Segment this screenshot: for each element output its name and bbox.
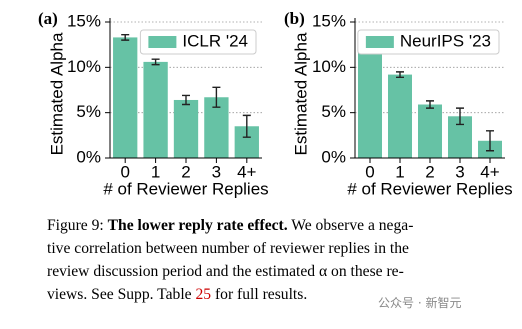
x-tick-label: 2: [425, 162, 434, 181]
y-tick-label: 15%: [312, 11, 346, 30]
caption-line: Figure 9: The lower reply rate effect. W…: [47, 214, 517, 237]
bar: [113, 37, 138, 159]
caption-line: review discussion period and the estimat…: [47, 263, 404, 280]
x-tick-label: 1: [151, 162, 160, 181]
x-tick-label: 4+: [480, 162, 499, 181]
table-ref[interactable]: 25: [195, 286, 212, 303]
caption: Figure 9: The lower reply rate effect. W…: [47, 214, 517, 306]
bar: [418, 104, 442, 158]
y-tick-label: 10%: [67, 57, 101, 76]
panel-label: (b): [284, 9, 305, 28]
bar: [173, 99, 199, 158]
error-bar: [121, 33, 130, 41]
caption-line: views. See Supp. Table 25 for full resul…: [47, 283, 517, 306]
error-bar: [396, 71, 404, 79]
y-tick-label: 5%: [321, 102, 346, 121]
error-bar: [242, 114, 251, 138]
legend-label: ICLR '24: [182, 31, 248, 50]
legend-label: NeurIPS '23: [400, 31, 491, 50]
x-axis-label: # of Reviewer Replies: [347, 179, 512, 198]
watermark: 公众号 · 新智元: [378, 296, 462, 310]
panel-label: (a): [38, 9, 58, 28]
legend-swatch: [365, 36, 394, 48]
bar: [143, 61, 168, 158]
caption-title: The lower reply rate effect.: [107, 217, 288, 234]
x-tick-label: 2: [181, 162, 190, 181]
y-axis-label: Estimated Alpha: [291, 32, 310, 155]
x-tick-label: 4+: [237, 162, 256, 181]
error-bar: [456, 107, 464, 126]
figure: (a)Estimated Alpha# of Reviewer Replies0…: [38, 9, 513, 199]
y-tick-label: 0%: [76, 147, 101, 166]
x-tick-label: 0: [120, 162, 129, 181]
x-tick-label: 3: [455, 162, 464, 181]
y-tick-label: 15%: [67, 11, 101, 30]
y-tick-label: 0%: [321, 147, 346, 166]
bar: [388, 74, 412, 158]
bar: [358, 41, 382, 158]
error-bar: [212, 86, 221, 108]
legend-swatch: [148, 36, 177, 48]
error-bar: [151, 58, 160, 66]
y-axis-label: Estimated Alpha: [47, 32, 66, 155]
x-tick-label: 0: [365, 162, 374, 181]
error-bar: [426, 100, 434, 109]
y-tick-label: 5%: [76, 102, 101, 121]
x-axis-label: # of Reviewer Replies: [103, 179, 268, 198]
x-tick-label: 3: [212, 162, 221, 181]
caption-text: We observe a nega-: [287, 217, 414, 234]
caption-label: Figure 9:: [47, 217, 104, 234]
error-bar: [182, 94, 190, 106]
x-tick-label: 1: [395, 162, 404, 181]
y-tick-label: 10%: [312, 57, 346, 76]
caption-line: tive correlation between number of revie…: [47, 240, 409, 257]
error-bar: [486, 130, 494, 152]
caption-text: for full results.: [211, 286, 308, 303]
caption-text: views. See Supp. Table: [47, 286, 196, 303]
